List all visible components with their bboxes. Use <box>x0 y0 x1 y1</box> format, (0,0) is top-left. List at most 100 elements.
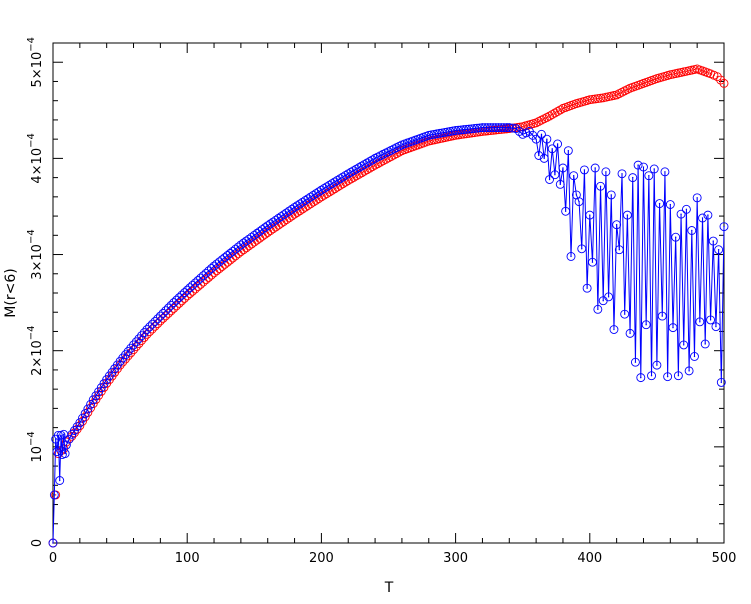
data-point <box>134 334 144 344</box>
data-point-center <box>634 85 637 87</box>
data-point-center <box>401 144 403 146</box>
data-point-center <box>331 189 333 192</box>
data-point <box>330 177 340 187</box>
data-point <box>359 160 369 169</box>
data-point-center <box>465 128 468 131</box>
data-point <box>145 322 155 332</box>
data-point-center <box>672 73 674 75</box>
data-point-center <box>680 213 682 215</box>
data-point <box>185 283 195 293</box>
data-point <box>550 170 560 180</box>
data-point-center <box>68 438 70 440</box>
data-point-center <box>425 135 427 137</box>
data-point <box>569 171 579 181</box>
data-point-center <box>618 92 621 95</box>
data-point <box>695 317 705 327</box>
data-point-center <box>414 145 417 147</box>
data-point-center <box>312 194 315 197</box>
data-point-center <box>272 228 274 230</box>
data-point-center <box>567 105 570 108</box>
data-point-center <box>390 155 392 158</box>
data-point <box>665 200 675 209</box>
data-point-center <box>393 148 395 150</box>
data-point <box>349 166 359 176</box>
data-point <box>690 352 699 361</box>
data-point <box>118 353 128 363</box>
data-point <box>706 315 716 325</box>
data-point-center <box>597 97 599 100</box>
data-point-center <box>476 127 478 129</box>
data-point <box>652 360 662 370</box>
data-point-center <box>444 136 446 139</box>
data-point-center <box>548 178 551 181</box>
series-2-line <box>52 127 725 544</box>
data-point-center <box>344 174 347 177</box>
data-point-center <box>296 204 298 207</box>
data-point-center <box>650 374 653 377</box>
data-point <box>712 72 722 82</box>
data-point-center <box>629 332 631 335</box>
data-point-center <box>452 135 454 137</box>
data-point-center <box>535 138 537 140</box>
data-point-center <box>417 138 419 140</box>
data-point-center <box>454 134 457 137</box>
data-point <box>601 167 611 177</box>
data-point-center <box>495 126 497 129</box>
data-point-center <box>347 173 349 175</box>
data-point-center <box>570 104 572 107</box>
series-1 <box>48 64 729 548</box>
data-point-center <box>406 142 408 144</box>
data-point-center <box>296 211 298 214</box>
data-point-center <box>707 214 709 216</box>
data-point-center <box>599 97 602 99</box>
data-point-center <box>484 126 486 129</box>
data-point-center <box>629 87 631 89</box>
data-point <box>60 449 70 459</box>
data-point <box>504 123 514 133</box>
x-axis-label: T <box>384 580 394 596</box>
data-point <box>698 213 707 223</box>
data-point-center <box>640 83 642 86</box>
data-point-center <box>648 174 650 177</box>
data-point-center <box>691 229 693 232</box>
data-point-center <box>564 106 567 109</box>
data-point-center <box>301 201 304 203</box>
data-point-center <box>291 215 293 217</box>
data-point-center <box>551 148 553 150</box>
data-point-center <box>379 154 382 157</box>
data-point-center <box>363 163 366 166</box>
data-point-center <box>666 74 669 77</box>
data-point <box>341 170 351 180</box>
data-point-center <box>428 134 430 137</box>
data-point-center <box>433 139 435 141</box>
data-point <box>716 75 726 85</box>
data-point <box>553 107 563 116</box>
data-point-center <box>360 165 363 167</box>
data-point <box>333 175 342 185</box>
data-point-center <box>446 136 449 138</box>
data-point <box>625 328 635 338</box>
data-point-center <box>578 102 580 104</box>
data-point <box>684 366 694 376</box>
data-point-center <box>339 184 341 187</box>
data-point <box>174 293 184 303</box>
data-point-center <box>562 107 564 110</box>
data-point <box>563 146 573 156</box>
data-point-center <box>559 183 561 186</box>
data-point <box>121 350 130 360</box>
data-point-center <box>642 82 645 85</box>
data-point-center <box>691 69 693 71</box>
data-point-center <box>454 129 457 132</box>
data-point-center <box>331 182 333 185</box>
data-point <box>316 185 326 195</box>
data-point-center <box>449 135 451 138</box>
data-point-center <box>79 424 81 427</box>
data-point-center <box>578 200 580 203</box>
data-point <box>555 105 565 115</box>
data-point-center <box>634 361 637 363</box>
data-point-center <box>712 240 714 242</box>
y-tick-label: 5×10−4 <box>26 37 45 87</box>
data-point <box>346 167 356 177</box>
data-point-center <box>315 192 317 195</box>
data-point-center <box>677 374 680 377</box>
